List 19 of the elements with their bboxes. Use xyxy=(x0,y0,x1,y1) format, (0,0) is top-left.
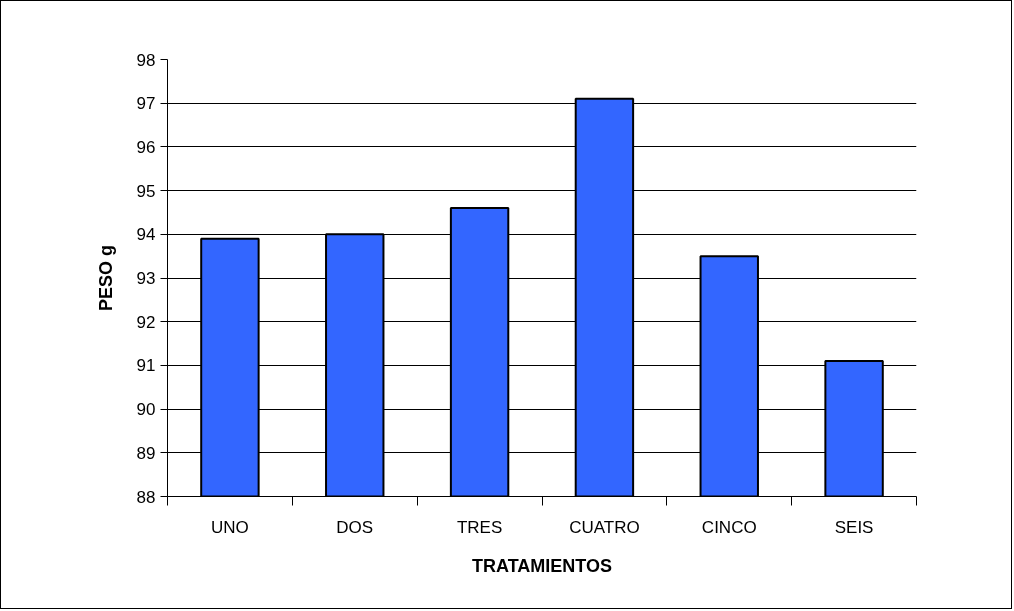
y-tick-label: 92 xyxy=(136,312,156,332)
x-tick-label: UNO xyxy=(211,517,249,537)
y-tick-label: 90 xyxy=(136,400,156,420)
y-tick-label: 89 xyxy=(136,443,156,463)
y-tick-label: 97 xyxy=(136,94,156,114)
y-tick-label: 96 xyxy=(136,137,156,157)
x-axis-title: TRATAMIENTOS xyxy=(472,555,612,576)
y-axis-title: PESO g xyxy=(95,244,116,312)
y-tick-label: 98 xyxy=(136,50,156,70)
y-tick-label: 94 xyxy=(136,225,156,245)
x-tick-label: TRES xyxy=(456,517,503,537)
y-tick-label: 88 xyxy=(136,487,156,507)
x-tick-label: CINCO xyxy=(701,517,757,537)
x-tick-label: CUATRO xyxy=(569,517,640,537)
x-tick-label: DOS xyxy=(336,517,374,537)
x-tick-label: SEIS xyxy=(834,517,874,537)
y-tick-label: 91 xyxy=(136,356,156,376)
y-tick-label: 95 xyxy=(136,181,156,201)
y-tick-label: 93 xyxy=(136,269,156,288)
